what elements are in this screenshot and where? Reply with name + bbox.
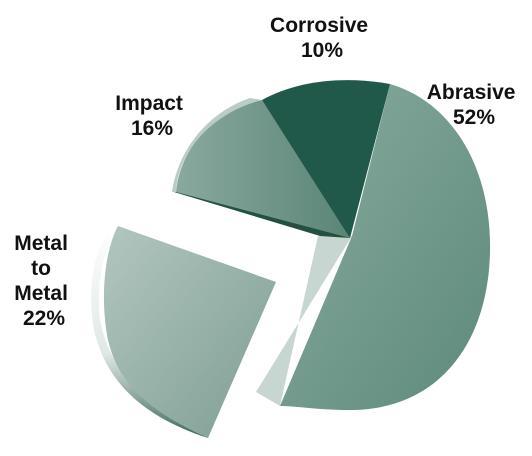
slice-abrasive-side: [256, 236, 352, 406]
slice-impact-top: [176, 100, 350, 238]
slice-abrasive: [256, 84, 491, 410]
label-abrasive-value: 52%: [453, 106, 495, 129]
slice-metal-to-metal: [91, 226, 276, 438]
slice-impact-rim: [172, 98, 262, 192]
label-abrasive: Abrasive 52%: [427, 81, 522, 129]
label-impact-value: 16%: [131, 117, 173, 140]
label-metal-to-metal-line3: Metal: [14, 282, 68, 305]
slice-corrosive: [262, 80, 390, 238]
label-metal-to-metal-value: 22%: [23, 307, 65, 330]
label-metal-to-metal-line2: to: [31, 257, 51, 280]
label-corrosive: Corrosive 10%: [270, 14, 374, 62]
label-corrosive-value: 10%: [301, 39, 343, 62]
slice-metal-to-metal-side: [91, 226, 208, 438]
label-metal-to-metal: Metal to Metal 22%: [14, 232, 74, 330]
label-metal-to-metal-line1: Metal: [14, 232, 68, 255]
label-impact: Impact 16%: [115, 92, 189, 140]
slice-impact: [172, 98, 350, 238]
slice-corrosive-top: [262, 80, 390, 238]
slice-metal-to-metal-top: [103, 226, 276, 438]
label-impact-name: Impact: [115, 92, 183, 115]
slice-abrasive-top: [280, 84, 491, 410]
label-abrasive-name: Abrasive: [427, 81, 516, 104]
label-corrosive-name: Corrosive: [270, 14, 368, 37]
